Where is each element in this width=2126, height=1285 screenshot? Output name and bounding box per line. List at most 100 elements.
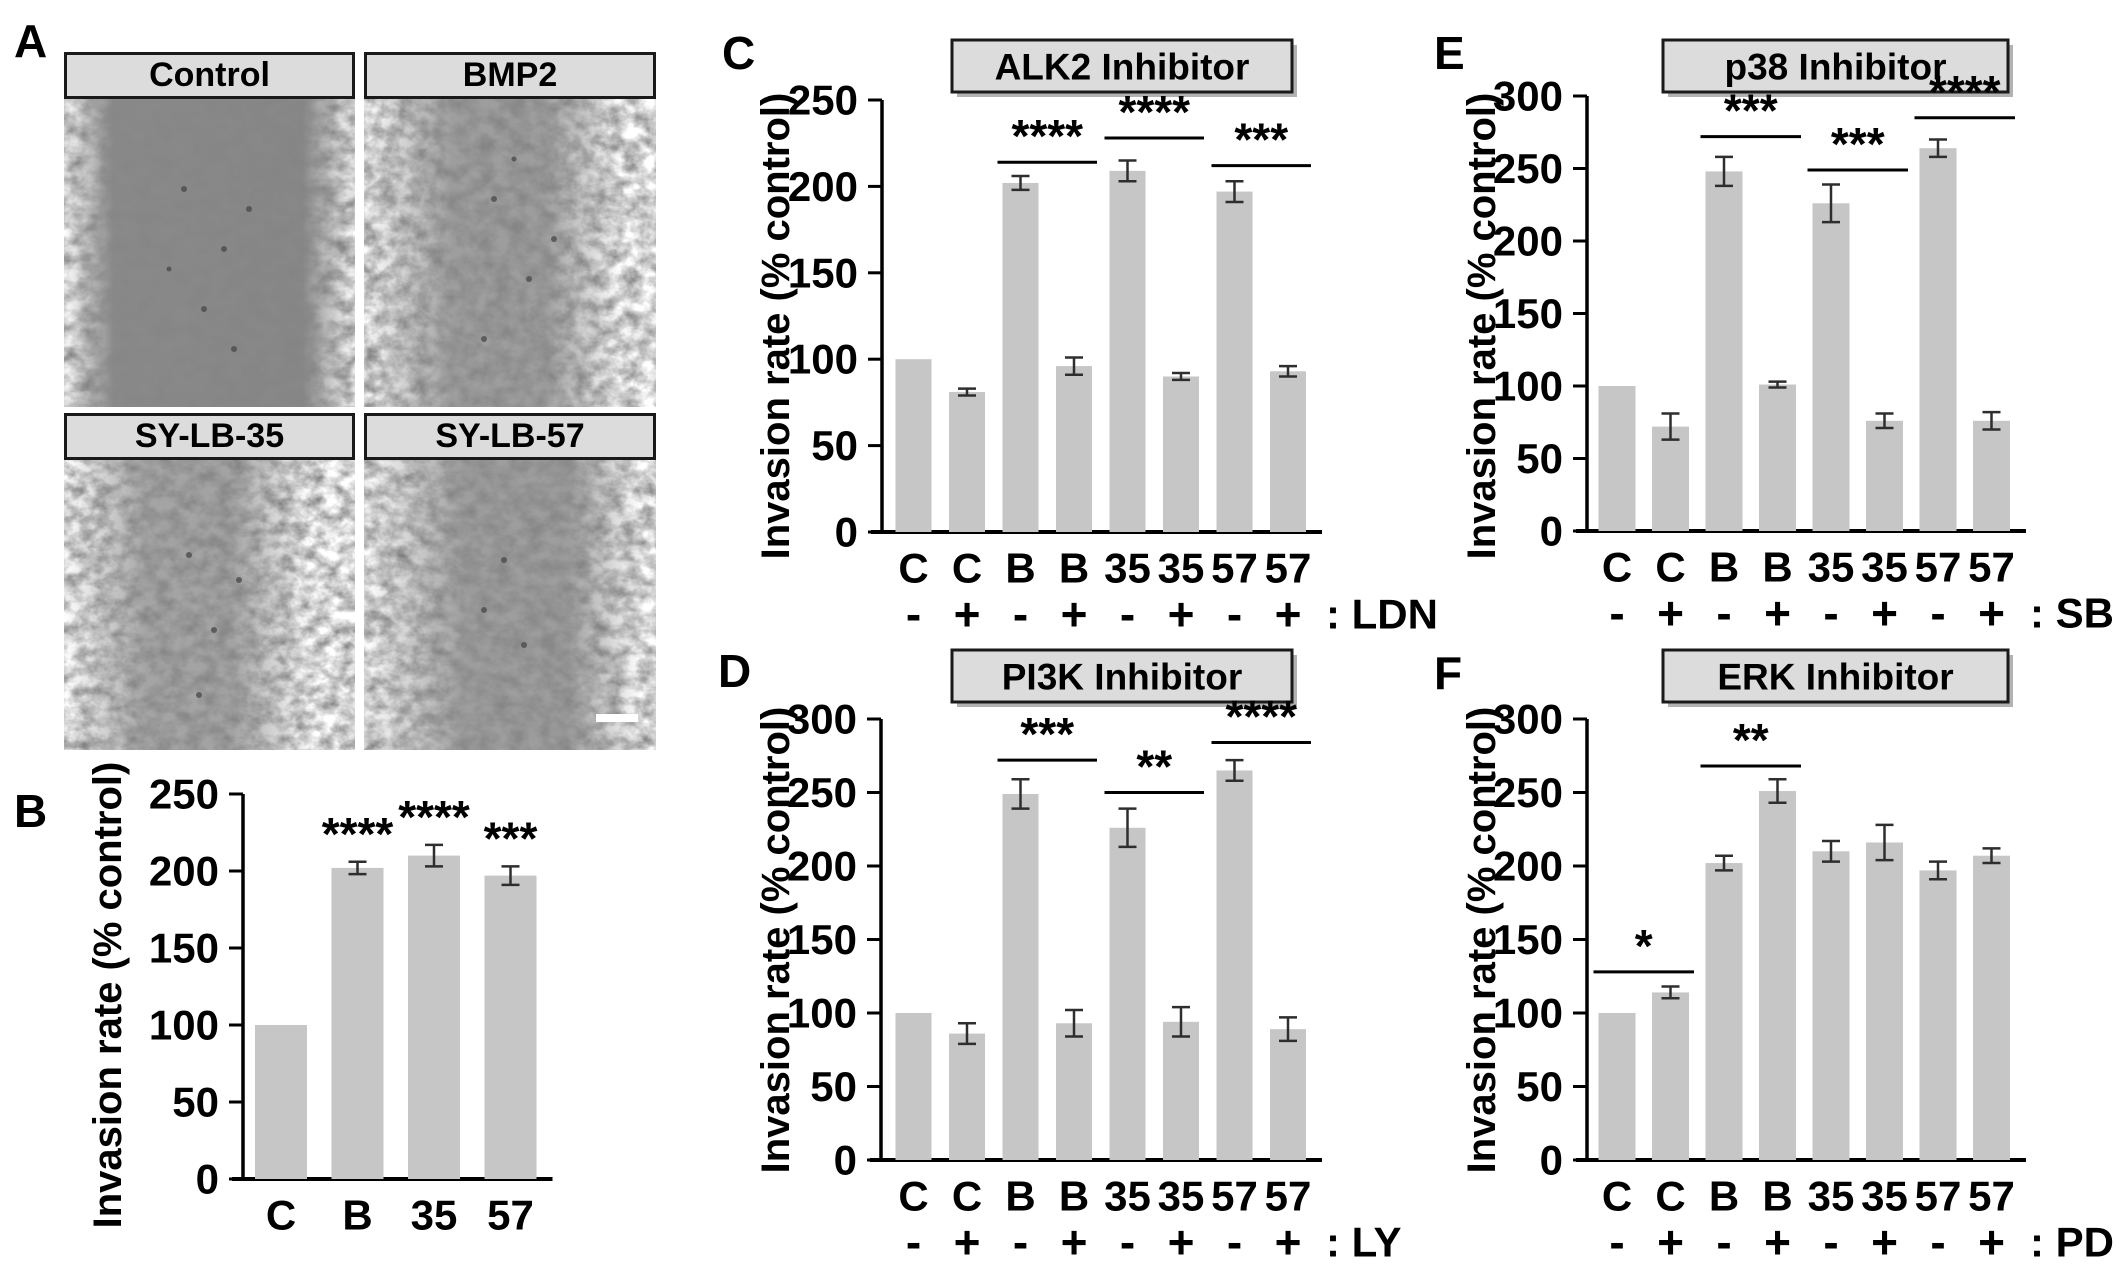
chart-title-box bbox=[950, 648, 1294, 704]
y-tick-label: 250 bbox=[788, 77, 858, 124]
treatment-sign: + bbox=[1061, 1216, 1088, 1268]
bar bbox=[255, 1025, 307, 1179]
treatment-sign: + bbox=[1978, 1216, 2005, 1268]
bar bbox=[1163, 376, 1199, 532]
y-tick-label: 200 bbox=[1493, 843, 1563, 890]
x-category-label: C bbox=[898, 545, 928, 592]
x-category-label: C bbox=[952, 545, 982, 592]
significance-stars: **** bbox=[1118, 86, 1190, 138]
y-tick-label: 250 bbox=[1493, 769, 1563, 816]
x-category-label: B bbox=[1762, 544, 1792, 591]
x-category-label: 35 bbox=[1104, 545, 1151, 592]
bar bbox=[1109, 170, 1146, 532]
x-category-label: 57 bbox=[487, 1192, 534, 1239]
micrograph-bmp2-label: BMP2 bbox=[364, 52, 656, 99]
y-tick-label: 50 bbox=[811, 422, 858, 469]
bar bbox=[1002, 182, 1039, 532]
bar bbox=[1056, 1023, 1092, 1160]
bar bbox=[895, 359, 932, 532]
panel-e-letter: E bbox=[1434, 27, 1465, 79]
y-tick-label: 0 bbox=[834, 1137, 857, 1184]
y-tick-label: 200 bbox=[149, 848, 219, 895]
panel-d-letter: D bbox=[718, 645, 752, 697]
chart-title: PI3K Inhibitor bbox=[1002, 657, 1243, 698]
treatment-name-label: : LDN bbox=[1326, 591, 1438, 638]
x-category-label: 35 bbox=[1104, 1173, 1151, 1220]
treatment-sign: + bbox=[1871, 1216, 1898, 1268]
bar bbox=[1812, 203, 1850, 532]
panel-a-letter: A bbox=[14, 15, 48, 67]
panel-b-letter: B bbox=[14, 785, 48, 837]
x-category-label: B bbox=[1005, 545, 1035, 592]
panel-c-letter: C bbox=[722, 27, 756, 79]
treatment-sign: + bbox=[1978, 587, 2005, 639]
significance-stars: **** bbox=[398, 791, 470, 843]
bar bbox=[949, 1033, 985, 1160]
treatment-sign: + bbox=[1061, 588, 1088, 640]
significance-stars: *** bbox=[1724, 85, 1778, 137]
treatment-sign: - bbox=[1930, 1216, 1945, 1268]
y-tick-label: 200 bbox=[788, 163, 858, 210]
micrograph-bmp2: BMP2 bbox=[364, 52, 656, 407]
y-tick-label: 150 bbox=[788, 249, 858, 296]
treatment-sign: + bbox=[1657, 587, 1684, 639]
y-tick-label: 0 bbox=[1540, 1137, 1563, 1184]
x-category-label: 57 bbox=[1265, 1173, 1312, 1220]
y-tick-label: 100 bbox=[149, 1002, 219, 1049]
treatment-sign: - bbox=[1120, 588, 1135, 640]
bar bbox=[895, 1013, 932, 1160]
chart-title: ALK2 Inhibitor bbox=[995, 47, 1250, 88]
treatment-sign: - bbox=[1609, 1216, 1624, 1268]
panel-d-chart: PI3K Inhibitor Invasion rate (% control) 0… bbox=[754, 648, 1401, 1268]
bar bbox=[1598, 386, 1636, 531]
treatment-sign: + bbox=[954, 1216, 981, 1268]
bar bbox=[1705, 863, 1743, 1160]
micrograph-control: Control bbox=[64, 52, 355, 407]
x-category-label: C bbox=[952, 1173, 982, 1220]
treatment-sign: - bbox=[1716, 1216, 1731, 1268]
significance-stars: *** bbox=[1831, 118, 1885, 170]
y-tick-label: 200 bbox=[787, 843, 857, 890]
treatment-sign: + bbox=[1871, 587, 1898, 639]
y-tick-label: 50 bbox=[172, 1079, 219, 1126]
bar bbox=[1919, 148, 1957, 531]
bar bbox=[1973, 420, 2010, 531]
x-category-label: B bbox=[1005, 1173, 1035, 1220]
y-tick-label: 100 bbox=[788, 336, 858, 383]
x-category-label: C bbox=[1602, 544, 1632, 591]
bar bbox=[1866, 420, 1903, 531]
treatment-sign: + bbox=[1275, 1216, 1302, 1268]
x-category-label: C bbox=[898, 1173, 928, 1220]
bar bbox=[1598, 1013, 1636, 1160]
x-category-label: B bbox=[1059, 1173, 1089, 1220]
bar bbox=[408, 855, 460, 1179]
treatment-sign: + bbox=[1168, 588, 1195, 640]
treatment-sign: + bbox=[1275, 588, 1302, 640]
chart-title: ERK Inhibitor bbox=[1717, 657, 1953, 698]
significance-stars: *** bbox=[1020, 708, 1074, 760]
treatment-sign: - bbox=[1823, 1216, 1838, 1268]
x-category-label: 57 bbox=[1968, 1173, 2015, 1220]
x-category-label: C bbox=[1602, 1173, 1632, 1220]
y-tick-label: 100 bbox=[1493, 990, 1563, 1037]
x-category-label: 57 bbox=[1211, 1173, 1258, 1220]
x-category-label: 57 bbox=[1211, 545, 1258, 592]
treatment-sign: + bbox=[954, 588, 981, 640]
x-category-label: C bbox=[1655, 1173, 1685, 1220]
x-category-label: 57 bbox=[1265, 545, 1312, 592]
y-tick-label: 50 bbox=[1516, 1063, 1563, 1110]
y-tick-label: 250 bbox=[1493, 145, 1563, 192]
y-axis-label: Invasion rate (% control) bbox=[86, 762, 130, 1229]
treatment-sign: - bbox=[1930, 587, 1945, 639]
significance-stars: **** bbox=[1929, 66, 2001, 118]
treatment-sign: - bbox=[1227, 1216, 1242, 1268]
y-tick-label: 150 bbox=[149, 925, 219, 972]
significance-stars: * bbox=[1635, 920, 1653, 972]
significance-stars: ** bbox=[1136, 741, 1172, 793]
bar bbox=[1919, 870, 1957, 1160]
y-tick-label: 150 bbox=[1493, 916, 1563, 963]
y-tick-label: 100 bbox=[1493, 363, 1563, 410]
y-tick-label: 100 bbox=[787, 990, 857, 1037]
treatment-name-label: : LY bbox=[1326, 1219, 1401, 1266]
x-category-label: 57 bbox=[1968, 544, 2015, 591]
